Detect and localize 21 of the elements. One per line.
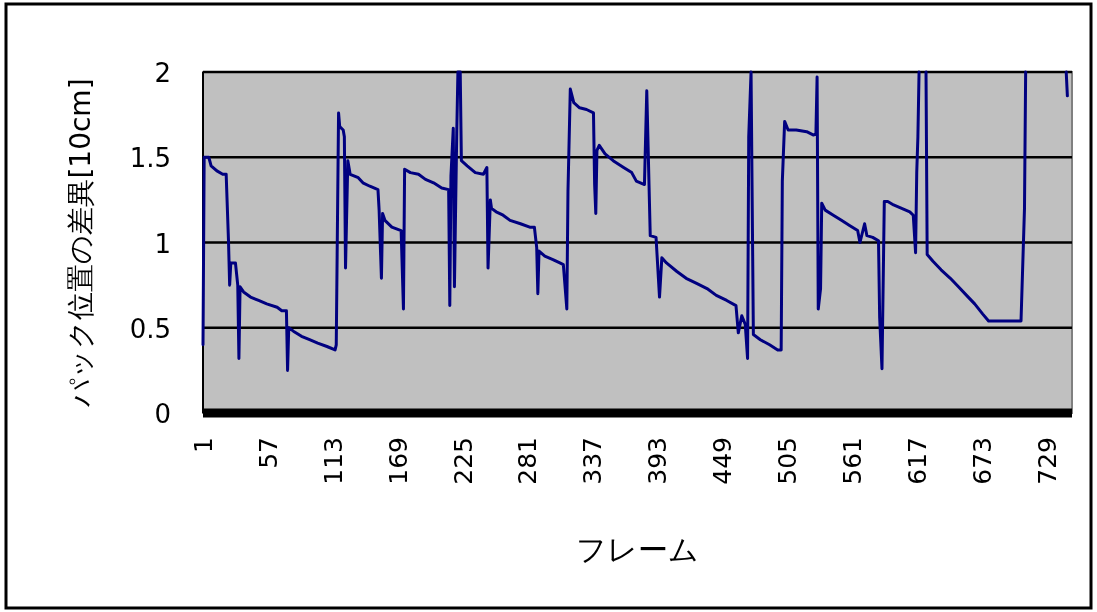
y-tick-label: 1 [154,228,171,259]
x-tick-label: 1 [189,437,218,453]
x-tick-label: 113 [318,437,348,485]
y-tick-label: 1.5 [129,143,171,174]
x-tick-label: 169 [383,437,413,485]
x-tick-label: 729 [1032,437,1062,485]
y-tick-label: 2 [154,58,171,88]
x-tick-label: 505 [772,437,802,485]
x-tick-label: 281 [513,437,543,485]
y-tick-label: 0.5 [129,313,171,344]
y-tick-label: 0 [154,399,171,429]
x-tick-label: 561 [837,437,867,485]
x-tick-label: 673 [967,437,997,485]
x-tick-label: 393 [643,437,673,485]
x-axis-title: フレーム [576,532,699,567]
y-axis-title: パック位置の差異[10cm] [64,78,97,408]
x-tick-label: 617 [902,437,932,485]
x-tick-label: 449 [708,437,738,485]
x-tick-label: 225 [448,437,478,485]
x-tick-label: 57 [253,437,283,469]
x-tick-label: 337 [578,437,608,485]
